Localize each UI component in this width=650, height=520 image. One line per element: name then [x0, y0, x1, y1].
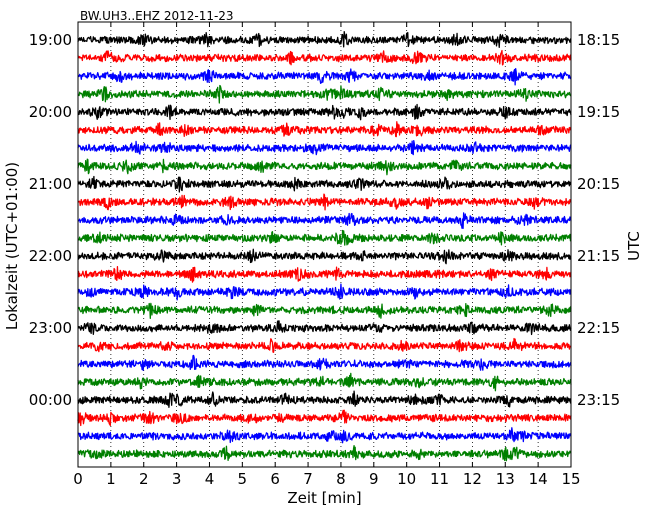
chart-title: BW.UH3..EHZ 2012-11-23	[80, 9, 234, 23]
trace-line	[77, 84, 572, 104]
left-tick-label: 21:00	[29, 175, 72, 193]
trace-line	[77, 302, 572, 320]
traces	[77, 31, 572, 462]
trace-line	[77, 31, 572, 49]
x-tick-label: 8	[336, 470, 346, 488]
trace-line	[77, 158, 572, 176]
trace-line	[77, 427, 572, 444]
right-tick-label: 20:15	[577, 175, 620, 193]
trace-line	[77, 67, 572, 86]
x-tick-label: 12	[463, 470, 482, 488]
x-tick-label: 6	[270, 470, 280, 488]
right-tick-label: 18:15	[577, 31, 620, 49]
plot-frame	[77, 21, 572, 468]
left-tick-label: 19:00	[29, 31, 72, 49]
left-tick-label: 00:00	[29, 391, 72, 409]
x-tick-label: 15	[561, 470, 580, 488]
x-tick-label: 14	[529, 470, 548, 488]
y-axis-label-right: UTC	[625, 231, 643, 261]
left-tick-label: 20:00	[29, 103, 72, 121]
x-tick-label: 7	[303, 470, 313, 488]
left-time-axis: 19:00 20:00 21:00 22:00 23:00 00:00	[29, 31, 83, 409]
left-tick-label: 22:00	[29, 247, 72, 265]
x-axis: 0 1 2 3 4 5 6 7 8 9 10 11 12 13 14 15	[73, 22, 581, 488]
trace-line	[77, 283, 572, 301]
x-tick-label: 4	[205, 470, 215, 488]
x-tick-label: 5	[238, 470, 248, 488]
trace-line	[77, 140, 572, 156]
x-tick-label: 10	[397, 470, 416, 488]
trace-line	[77, 390, 572, 408]
left-tick-label: 23:00	[29, 319, 72, 337]
trace-line	[77, 337, 572, 353]
trace-line	[77, 175, 572, 193]
x-axis-label: Zeit [min]	[287, 489, 361, 507]
right-tick-label: 22:15	[577, 319, 620, 337]
x-tick-label: 13	[496, 470, 515, 488]
x-tick-label: 2	[139, 470, 149, 488]
right-time-axis: 18:15 19:15 20:15 21:15 22:15 23:15	[566, 31, 620, 409]
trace-line	[77, 229, 572, 246]
trace-line	[77, 444, 572, 462]
trace-line	[77, 320, 572, 336]
x-tick-label: 9	[369, 470, 379, 488]
y-axis-label-left: Lokalzeit (UTC+01:00)	[3, 162, 21, 330]
trace-line	[77, 103, 572, 121]
trace-line	[77, 248, 572, 265]
trace-line	[77, 354, 572, 371]
x-tick-label: 3	[172, 470, 182, 488]
trace-line	[77, 372, 572, 392]
trace-line	[77, 49, 572, 66]
trace-line	[77, 409, 572, 427]
x-tick-label: 11	[430, 470, 449, 488]
right-tick-label: 23:15	[577, 391, 620, 409]
trace-line	[77, 121, 572, 138]
right-tick-label: 19:15	[577, 103, 620, 121]
trace-line	[77, 193, 572, 211]
trace-line	[77, 266, 572, 283]
x-tick-label: 1	[106, 470, 116, 488]
right-tick-label: 21:15	[577, 247, 620, 265]
x-tick-label: 0	[73, 470, 83, 488]
trace-line	[77, 212, 572, 229]
